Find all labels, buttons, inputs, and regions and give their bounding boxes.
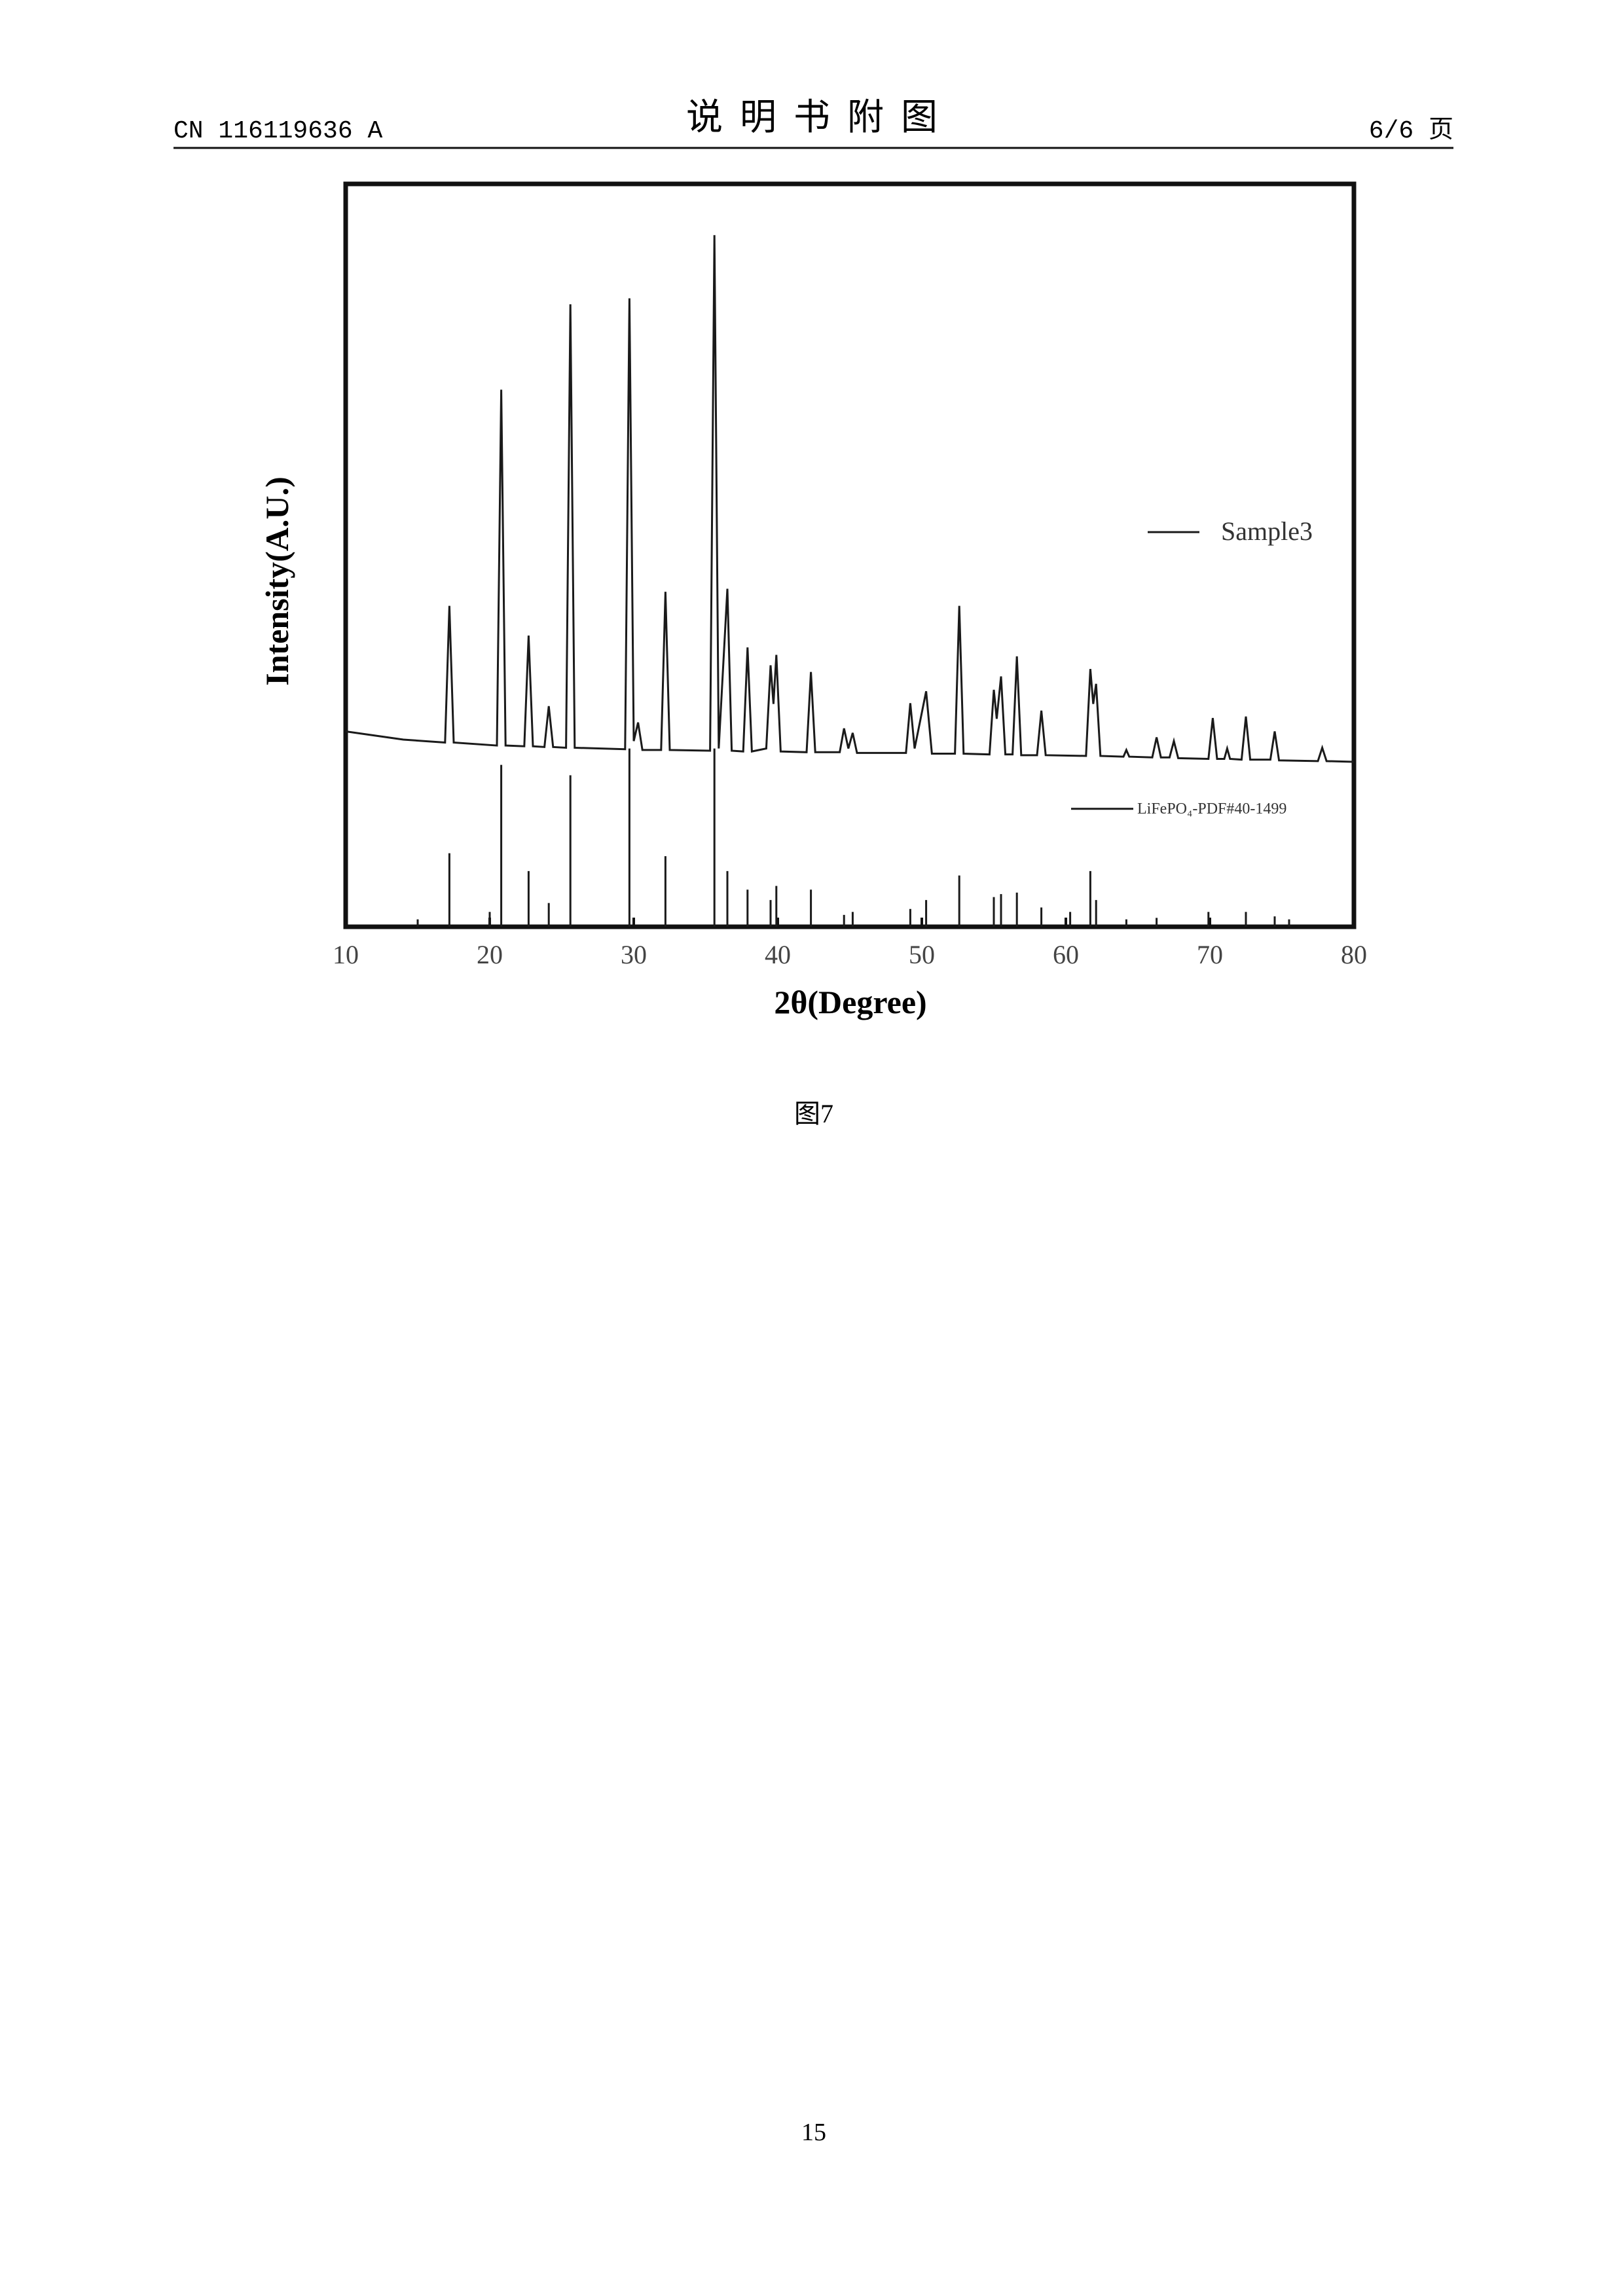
legend-label: Sample3: [1221, 516, 1313, 546]
figure-caption: 图7: [794, 1099, 833, 1128]
sample-curve: [345, 235, 1355, 763]
x-axis-title: 2θ(Degree): [774, 984, 926, 1020]
page-number: 15: [801, 2119, 826, 2146]
legend-label: LiFePO₄-PDF#40-1499: [1137, 800, 1286, 817]
x-tick-label: 70: [1197, 940, 1223, 969]
x-tick-label: 20: [477, 940, 503, 969]
plot-frame: [343, 181, 1357, 929]
patent-number: CN 116119636 A: [173, 117, 382, 145]
x-tick-label: 50: [909, 940, 935, 969]
y-axis-title: Intensity(A.U.): [259, 476, 295, 685]
page-count: 6/6 页: [1369, 117, 1453, 145]
header-title: 说 明 书 附 图: [686, 98, 941, 138]
x-tick-label: 60: [1053, 940, 1079, 969]
x-tick-label: 10: [333, 940, 359, 969]
x-tick-label: 30: [621, 940, 647, 969]
x-tick-label: 80: [1341, 940, 1367, 969]
x-tick-label: 40: [765, 940, 791, 969]
